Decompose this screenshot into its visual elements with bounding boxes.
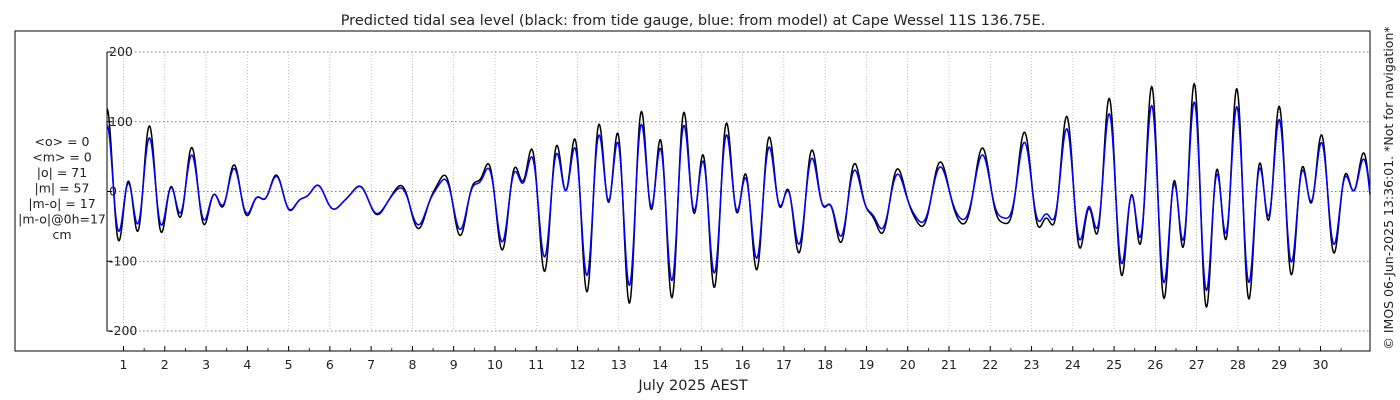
x-tick-label: 5 bbox=[285, 357, 293, 372]
x-tick-label: 19 bbox=[858, 357, 874, 372]
y-tick-label: -100 bbox=[109, 253, 137, 268]
stat-line: |m| = 57 bbox=[35, 181, 90, 196]
x-tick-label: 15 bbox=[693, 357, 709, 372]
x-tick-label: 13 bbox=[611, 357, 627, 372]
x-tick-label: 1 bbox=[120, 357, 128, 372]
y-tick-label: 200 bbox=[109, 44, 133, 59]
x-tick-label: 24 bbox=[1065, 357, 1081, 372]
x-tick-label: 21 bbox=[941, 357, 957, 372]
series-group bbox=[106, 82, 1371, 309]
x-tick-label: 29 bbox=[1271, 357, 1287, 372]
x-tick-label: 11 bbox=[528, 357, 544, 372]
watermark: © IMOS 06-Jun-2025 13:36:01. *Not for na… bbox=[1381, 26, 1396, 349]
x-tick-label: 16 bbox=[735, 357, 751, 372]
x-tick-label: 23 bbox=[1024, 357, 1040, 372]
stat-line: cm bbox=[52, 227, 71, 242]
x-tick-label: 7 bbox=[367, 357, 375, 372]
x-tick-label: 12 bbox=[570, 357, 586, 372]
x-tick-label: 14 bbox=[652, 357, 668, 372]
grid bbox=[107, 51, 1370, 332]
stats-panel: <o> = 0<m> = 0|o| = 71|m| = 57|m-o| = 17… bbox=[18, 134, 106, 242]
x-tick-label: 8 bbox=[408, 357, 416, 372]
stat-line: |m-o|@0h=17 bbox=[18, 212, 106, 227]
x-tick-label: 10 bbox=[487, 357, 503, 372]
x-tick-label: 6 bbox=[326, 357, 334, 372]
x-tick-label: 26 bbox=[1147, 357, 1163, 372]
stat-line: |m-o| = 17 bbox=[28, 196, 95, 211]
x-tick-label: 28 bbox=[1230, 357, 1246, 372]
x-tick-label: 4 bbox=[243, 357, 251, 372]
outer-frame bbox=[14, 30, 1371, 352]
stat-line: <m> = 0 bbox=[32, 150, 92, 165]
y-tick-label: 100 bbox=[109, 114, 133, 129]
x-tick-label: 2 bbox=[161, 357, 169, 372]
x-tick-label: 17 bbox=[776, 357, 792, 372]
stat-line: |o| = 71 bbox=[37, 165, 87, 180]
x-axis-label: July 2025 AEST bbox=[637, 378, 747, 394]
x-tick-label: 3 bbox=[202, 357, 210, 372]
x-tick-label: 30 bbox=[1313, 357, 1329, 372]
x-axis: 1 2 3 4 5 6 7 8 9 10 11 12 13 14 15 16 17 18 19 20 21 22 23 24 2… bbox=[120, 346, 1342, 372]
x-tick-label: 25 bbox=[1106, 357, 1122, 372]
y-tick-label: -200 bbox=[109, 323, 137, 338]
chart-title: Predicted tidal sea level (black: from t… bbox=[341, 13, 1046, 29]
x-tick-label: 22 bbox=[982, 357, 998, 372]
x-tick-label: 20 bbox=[900, 357, 916, 372]
stat-line: <o> = 0 bbox=[35, 134, 90, 149]
x-tick-label: 9 bbox=[450, 357, 458, 372]
x-tick-label: 27 bbox=[1189, 357, 1205, 372]
x-tick-label: 18 bbox=[817, 357, 833, 372]
series-line-model bbox=[106, 101, 1371, 292]
